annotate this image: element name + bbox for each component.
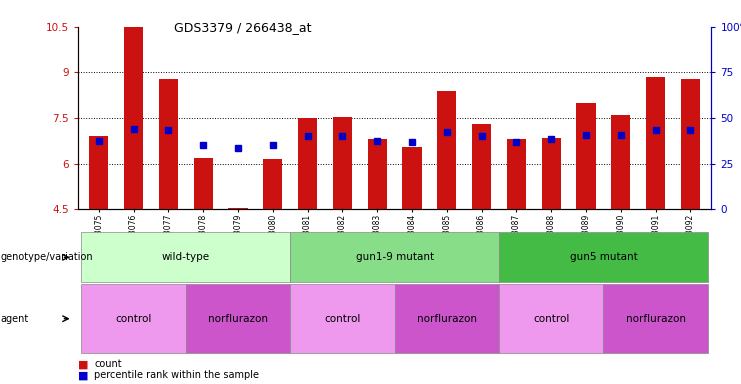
Text: agent: agent: [1, 314, 29, 324]
Text: control: control: [324, 314, 361, 324]
Bar: [507, 139, 526, 209]
Bar: [368, 139, 387, 209]
Bar: [646, 77, 665, 209]
Text: ■: ■: [78, 370, 88, 380]
Bar: [437, 91, 456, 209]
Text: GDS3379 / 266438_at: GDS3379 / 266438_at: [174, 21, 312, 34]
Text: gun1-9 mutant: gun1-9 mutant: [356, 252, 433, 262]
Text: control: control: [116, 314, 152, 324]
Bar: [402, 147, 422, 209]
Text: wild-type: wild-type: [162, 252, 210, 262]
Bar: [542, 138, 561, 209]
Bar: [124, 27, 143, 209]
Bar: [298, 118, 317, 209]
Bar: [159, 79, 178, 209]
Text: norflurazon: norflurazon: [416, 314, 476, 324]
Bar: [193, 157, 213, 209]
Text: norflurazon: norflurazon: [625, 314, 685, 324]
Text: count: count: [94, 359, 122, 369]
Bar: [681, 79, 700, 209]
Bar: [89, 136, 108, 209]
Bar: [333, 117, 352, 209]
Text: control: control: [533, 314, 569, 324]
Bar: [472, 124, 491, 209]
Bar: [576, 103, 596, 209]
Text: percentile rank within the sample: percentile rank within the sample: [94, 370, 259, 380]
Bar: [611, 115, 631, 209]
Text: genotype/variation: genotype/variation: [1, 252, 93, 262]
Text: ■: ■: [78, 359, 88, 369]
Bar: [228, 208, 247, 209]
Text: gun5 mutant: gun5 mutant: [570, 252, 637, 262]
Bar: [263, 159, 282, 209]
Text: norflurazon: norflurazon: [208, 314, 268, 324]
